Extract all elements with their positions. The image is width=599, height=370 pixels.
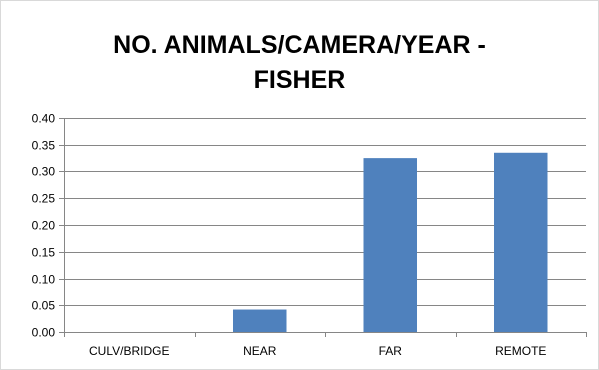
y-tick-label: 0.10 — [32, 273, 56, 287]
y-tick-label: 0.05 — [32, 299, 56, 313]
x-tick-label: REMOTE — [495, 344, 546, 358]
y-tick-label: 0.20 — [32, 219, 56, 233]
y-tick-label: 0.35 — [32, 139, 56, 153]
x-tick-label: NEAR — [243, 344, 277, 358]
bar-remote — [493, 152, 548, 332]
chart-title-line-2: FISHER — [253, 66, 346, 94]
chart-title: NO. ANIMALS/CAMERA/YEAR - FISHER — [0, 28, 599, 98]
chart-title-line-1: NO. ANIMALS/CAMERA/YEAR - — [113, 31, 486, 59]
bar-far — [363, 158, 418, 332]
bar-near — [232, 309, 287, 332]
y-tick-label: 0.30 — [32, 165, 56, 179]
y-tick-label: 0.00 — [32, 326, 56, 340]
y-tick-label: 0.25 — [32, 192, 56, 206]
y-tick-label: 0.40 — [32, 112, 56, 126]
x-tick-label: CULV/BRIDGE — [89, 344, 169, 358]
x-tick-label: FAR — [379, 344, 403, 358]
y-tick-label: 0.15 — [32, 246, 56, 260]
